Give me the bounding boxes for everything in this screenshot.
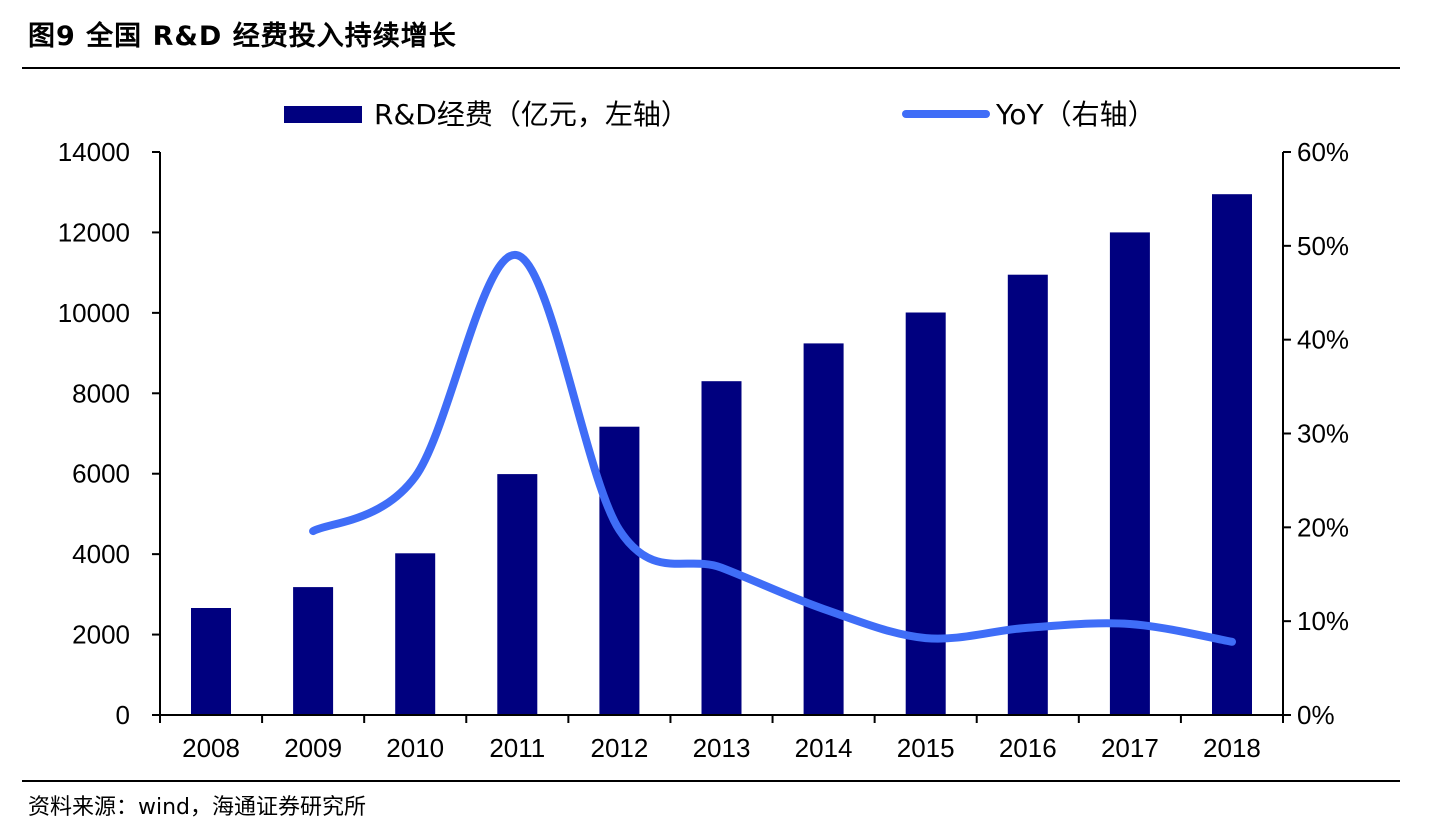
y-left-tick-label: 6000 xyxy=(72,459,130,489)
bar-2016 xyxy=(1007,274,1048,715)
bar-2008 xyxy=(191,608,231,715)
yoy-line xyxy=(309,251,1236,646)
x-tick-label-2017: 2017 xyxy=(1101,733,1159,763)
legend-bar-label: R&D经费（亿元，左轴） xyxy=(374,98,689,131)
bar-2011 xyxy=(497,474,538,715)
y-right-tick-label: 30% xyxy=(1297,419,1349,449)
y-left-tick-label: 4000 xyxy=(72,539,130,569)
x-tick-label-2012: 2012 xyxy=(590,733,648,763)
legend-line-label: YoY（右轴） xyxy=(995,98,1156,131)
bar-2012 xyxy=(599,426,640,715)
bar-2015 xyxy=(905,312,946,715)
y-left-tick-label: 2000 xyxy=(72,620,130,650)
y-left-tick-label: 14000 xyxy=(58,137,130,167)
legend: R&D经费（亿元，左轴） YoY（右轴） xyxy=(284,98,1156,131)
x-tick-label-2009: 2009 xyxy=(284,733,342,763)
figure-title: 图9 全国 R&D 经费投入持续增长 xyxy=(28,21,457,52)
y-right-tick-label: 10% xyxy=(1297,606,1349,636)
bar-2018 xyxy=(1212,194,1252,715)
x-tick-label-2014: 2014 xyxy=(795,733,853,763)
legend-bar-swatch xyxy=(284,106,362,123)
axes: 0 2000 4000 6000 8000 10000 12000 14000 0% 10% 20%… xyxy=(58,137,1349,763)
y-right-tick-label: 20% xyxy=(1297,512,1349,542)
bar-2014 xyxy=(803,343,844,715)
x-tick-label-2011: 2011 xyxy=(489,733,545,763)
bar-2009 xyxy=(293,587,334,715)
y-left-tick-label: 0 xyxy=(116,700,130,730)
y-right-tick-label: 0% xyxy=(1297,700,1335,730)
bar-2013 xyxy=(701,381,742,715)
x-tick-label-2008: 2008 xyxy=(182,733,240,763)
x-tick-label-2010: 2010 xyxy=(386,733,444,763)
x-tick-label-2016: 2016 xyxy=(999,733,1057,763)
source-note: 资料来源：wind，海通证券研究所 xyxy=(28,795,367,820)
bar-series xyxy=(191,194,1252,715)
source-rule xyxy=(22,780,1400,782)
y-right-tick-label: 40% xyxy=(1297,325,1349,355)
bar-2017 xyxy=(1109,232,1150,715)
y-right-tick-label: 50% xyxy=(1297,231,1349,261)
y-right-tick-label: 60% xyxy=(1297,137,1349,167)
x-tick-label-2018: 2018 xyxy=(1203,733,1261,763)
y-left-tick-label: 12000 xyxy=(58,217,130,247)
bar-2010 xyxy=(395,553,436,715)
title-rule xyxy=(22,67,1400,69)
x-tick-label-2015: 2015 xyxy=(897,733,955,763)
y-left-tick-label: 8000 xyxy=(72,378,130,408)
y-left-tick-label: 10000 xyxy=(58,298,130,328)
x-tick-label-2013: 2013 xyxy=(693,733,751,763)
line-series-layer xyxy=(309,251,1236,646)
